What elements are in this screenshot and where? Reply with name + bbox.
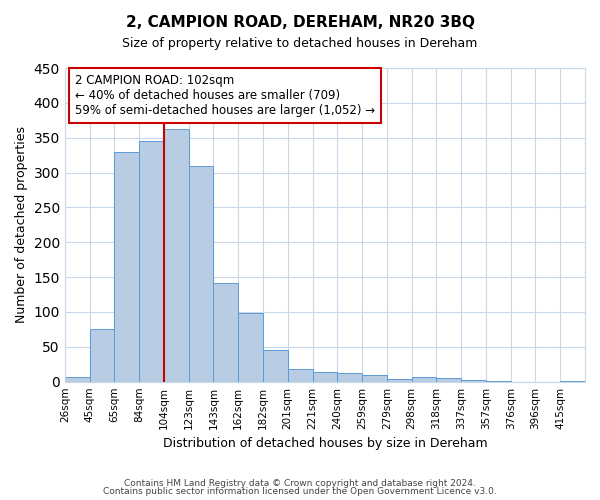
Bar [164,130,188,382]
Bar [560,381,585,382]
Text: Contains HM Land Registry data © Crown copyright and database right 2024.: Contains HM Land Registry data © Crown c… [124,478,476,488]
Text: 2, CAMPION ROAD, DEREHAM, NR20 3BQ: 2, CAMPION ROAD, DEREHAM, NR20 3BQ [125,15,475,30]
Y-axis label: Number of detached properties: Number of detached properties [15,126,28,324]
Bar [362,374,387,382]
Bar [412,378,436,382]
Bar [387,379,412,382]
Bar [313,372,337,382]
Bar [65,377,89,382]
Bar [188,166,214,382]
Bar [263,350,288,382]
Bar [89,330,115,382]
Bar [115,152,139,382]
X-axis label: Distribution of detached houses by size in Dereham: Distribution of detached houses by size … [163,437,487,450]
Bar [139,141,164,382]
Bar [214,282,238,382]
Text: 2 CAMPION ROAD: 102sqm
← 40% of detached houses are smaller (709)
59% of semi-de: 2 CAMPION ROAD: 102sqm ← 40% of detached… [75,74,376,118]
Bar [486,381,511,382]
Bar [337,374,362,382]
Bar [461,380,486,382]
Bar [288,369,313,382]
Bar [436,378,461,382]
Text: Size of property relative to detached houses in Dereham: Size of property relative to detached ho… [122,38,478,51]
Text: Contains public sector information licensed under the Open Government Licence v3: Contains public sector information licen… [103,487,497,496]
Bar [238,312,263,382]
